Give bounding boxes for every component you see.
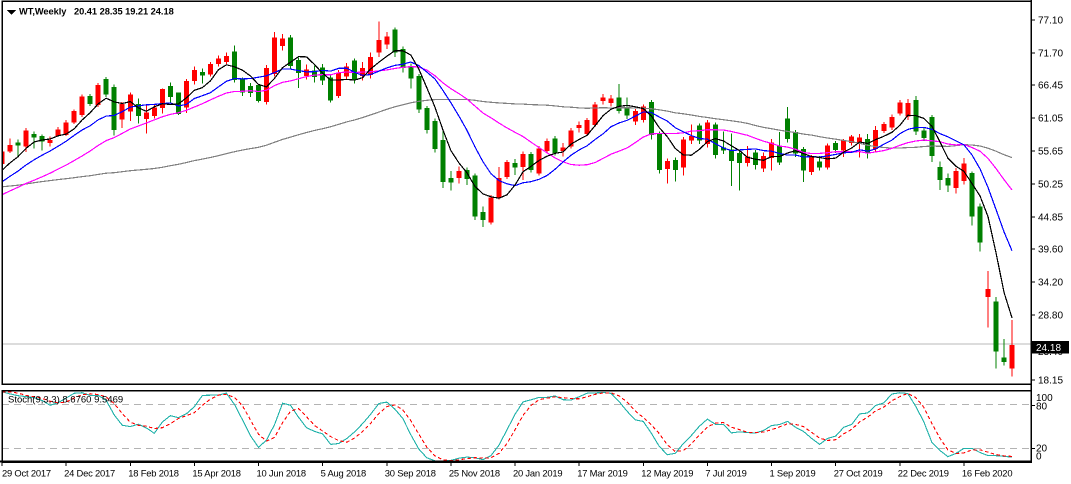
svg-text:15 Apr 2018: 15 Apr 2018 — [192, 468, 240, 479]
svg-text:22 Dec 2019: 22 Dec 2019 — [898, 468, 949, 479]
svg-text:61.05: 61.05 — [1038, 114, 1063, 125]
svg-text:27 Oct 2019: 27 Oct 2019 — [834, 468, 883, 479]
svg-text:71.70: 71.70 — [1038, 49, 1063, 60]
svg-text:12 May 2019: 12 May 2019 — [641, 468, 693, 479]
svg-text:20: 20 — [1036, 444, 1048, 455]
svg-text:28.80: 28.80 — [1038, 311, 1063, 322]
svg-text:44.85: 44.85 — [1038, 213, 1063, 224]
svg-text:24 Dec 2017: 24 Dec 2017 — [64, 468, 115, 479]
svg-text:77.10: 77.10 — [1038, 16, 1063, 27]
svg-text:34.20: 34.20 — [1038, 278, 1063, 289]
svg-text:29 Oct 2017: 29 Oct 2017 — [2, 468, 51, 479]
svg-text:10 Jun 2018: 10 Jun 2018 — [257, 468, 306, 479]
svg-text:24.18: 24.18 — [1036, 343, 1061, 354]
svg-text:1 Sep 2019: 1 Sep 2019 — [770, 468, 816, 479]
svg-text:16 Feb 2020: 16 Feb 2020 — [962, 468, 1012, 479]
svg-text:18 Feb 2018: 18 Feb 2018 — [128, 468, 178, 479]
svg-text:18.15: 18.15 — [1038, 376, 1063, 387]
svg-text:20 Jan 2019: 20 Jan 2019 — [513, 468, 562, 479]
svg-text:0: 0 — [1036, 452, 1042, 463]
svg-text:5 Aug 2018: 5 Aug 2018 — [321, 468, 366, 479]
svg-text:50.25: 50.25 — [1038, 180, 1063, 191]
svg-text:17 Mar 2019: 17 Mar 2019 — [577, 468, 627, 479]
svg-text:80: 80 — [1036, 401, 1048, 412]
svg-text:25 Nov 2018: 25 Nov 2018 — [449, 468, 500, 479]
svg-text:Stoch(9,3,3) 8.6760 9.5469: Stoch(9,3,3) 8.6760 9.5469 — [8, 395, 123, 406]
svg-text:30 Sep 2018: 30 Sep 2018 — [385, 468, 436, 479]
svg-text:55.65: 55.65 — [1038, 147, 1063, 158]
svg-text:66.45: 66.45 — [1038, 81, 1063, 92]
svg-text:WT,Weekly 20.41 28.35 19.21: WT,Weekly 20.41 28.35 19.21 24.18 — [19, 7, 174, 17]
svg-text:100: 100 — [1036, 393, 1053, 404]
svg-text:7 Jul 2019: 7 Jul 2019 — [705, 468, 746, 479]
svg-text:39.60: 39.60 — [1038, 245, 1063, 256]
